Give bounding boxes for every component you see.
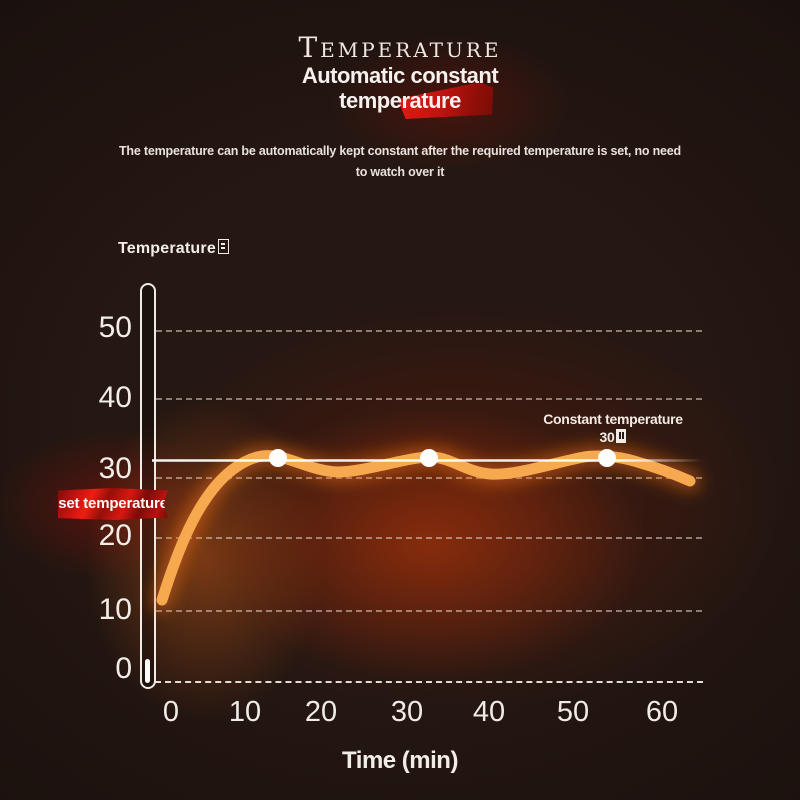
annotation-value: 30	[599, 429, 615, 445]
missing-degree-glyph	[616, 429, 627, 443]
gridline-y-20	[156, 537, 702, 539]
y-tick-label-10: 10	[98, 593, 132, 626]
missing-degree-glyph	[217, 239, 229, 254]
constant-temperature-annotation: Constant temperature 30	[528, 410, 698, 446]
description-line-2: to watch over it	[355, 165, 445, 179]
y-tick-label-40: 40	[98, 381, 132, 414]
gridline-y-50	[156, 330, 702, 332]
annotation-text: Constant temperature	[543, 411, 683, 427]
page-title: Temperature	[298, 31, 502, 64]
gridline-y-10	[156, 610, 702, 612]
y-tick-label-0: 0	[115, 652, 132, 685]
thermometer-axis	[140, 283, 156, 689]
y-tick-label-30: 30	[98, 452, 132, 485]
x-axis-line	[155, 681, 703, 683]
description: The temperature can be automatically kep…	[0, 141, 800, 183]
temperature-curve-glow	[151, 444, 701, 611]
x-tick-label-0: 0	[162, 696, 180, 728]
x-tick-label-30: 30	[390, 696, 424, 728]
x-axis-title: Time (min)	[342, 747, 458, 774]
set-temperature-label: set temperature	[58, 495, 168, 512]
temperature-curve	[156, 450, 696, 606]
subtitle-line-1: Automatic constant	[301, 63, 499, 88]
x-tick-label-60: 60	[645, 696, 679, 728]
x-tick-label-40: 40	[472, 696, 506, 728]
y-tick-label-20: 20	[98, 519, 132, 552]
thermometer-fill	[145, 659, 150, 683]
set-temperature-ribbon: set temperature	[58, 488, 168, 520]
gridline-y-40	[156, 398, 702, 400]
y-axis-title: Temperature	[118, 239, 229, 258]
x-tick-label-10: 10	[228, 696, 262, 728]
x-tick-label-50: 50	[556, 696, 590, 728]
data-point-marker-x54	[598, 449, 616, 467]
gridline-y-30	[156, 477, 702, 479]
data-point-marker-x32	[420, 449, 438, 467]
data-point-markers	[269, 449, 616, 467]
subtitle-line-2: temperature	[339, 88, 461, 113]
description-line-1: The temperature can be automatically kep…	[118, 144, 681, 158]
annotation-value-row: 30	[528, 428, 698, 446]
x-tick-label-20: 20	[304, 696, 338, 728]
y-tick-label-50: 50	[98, 311, 132, 344]
y-axis-title-text: Temperature	[118, 240, 216, 257]
data-point-marker-x13	[269, 449, 287, 467]
